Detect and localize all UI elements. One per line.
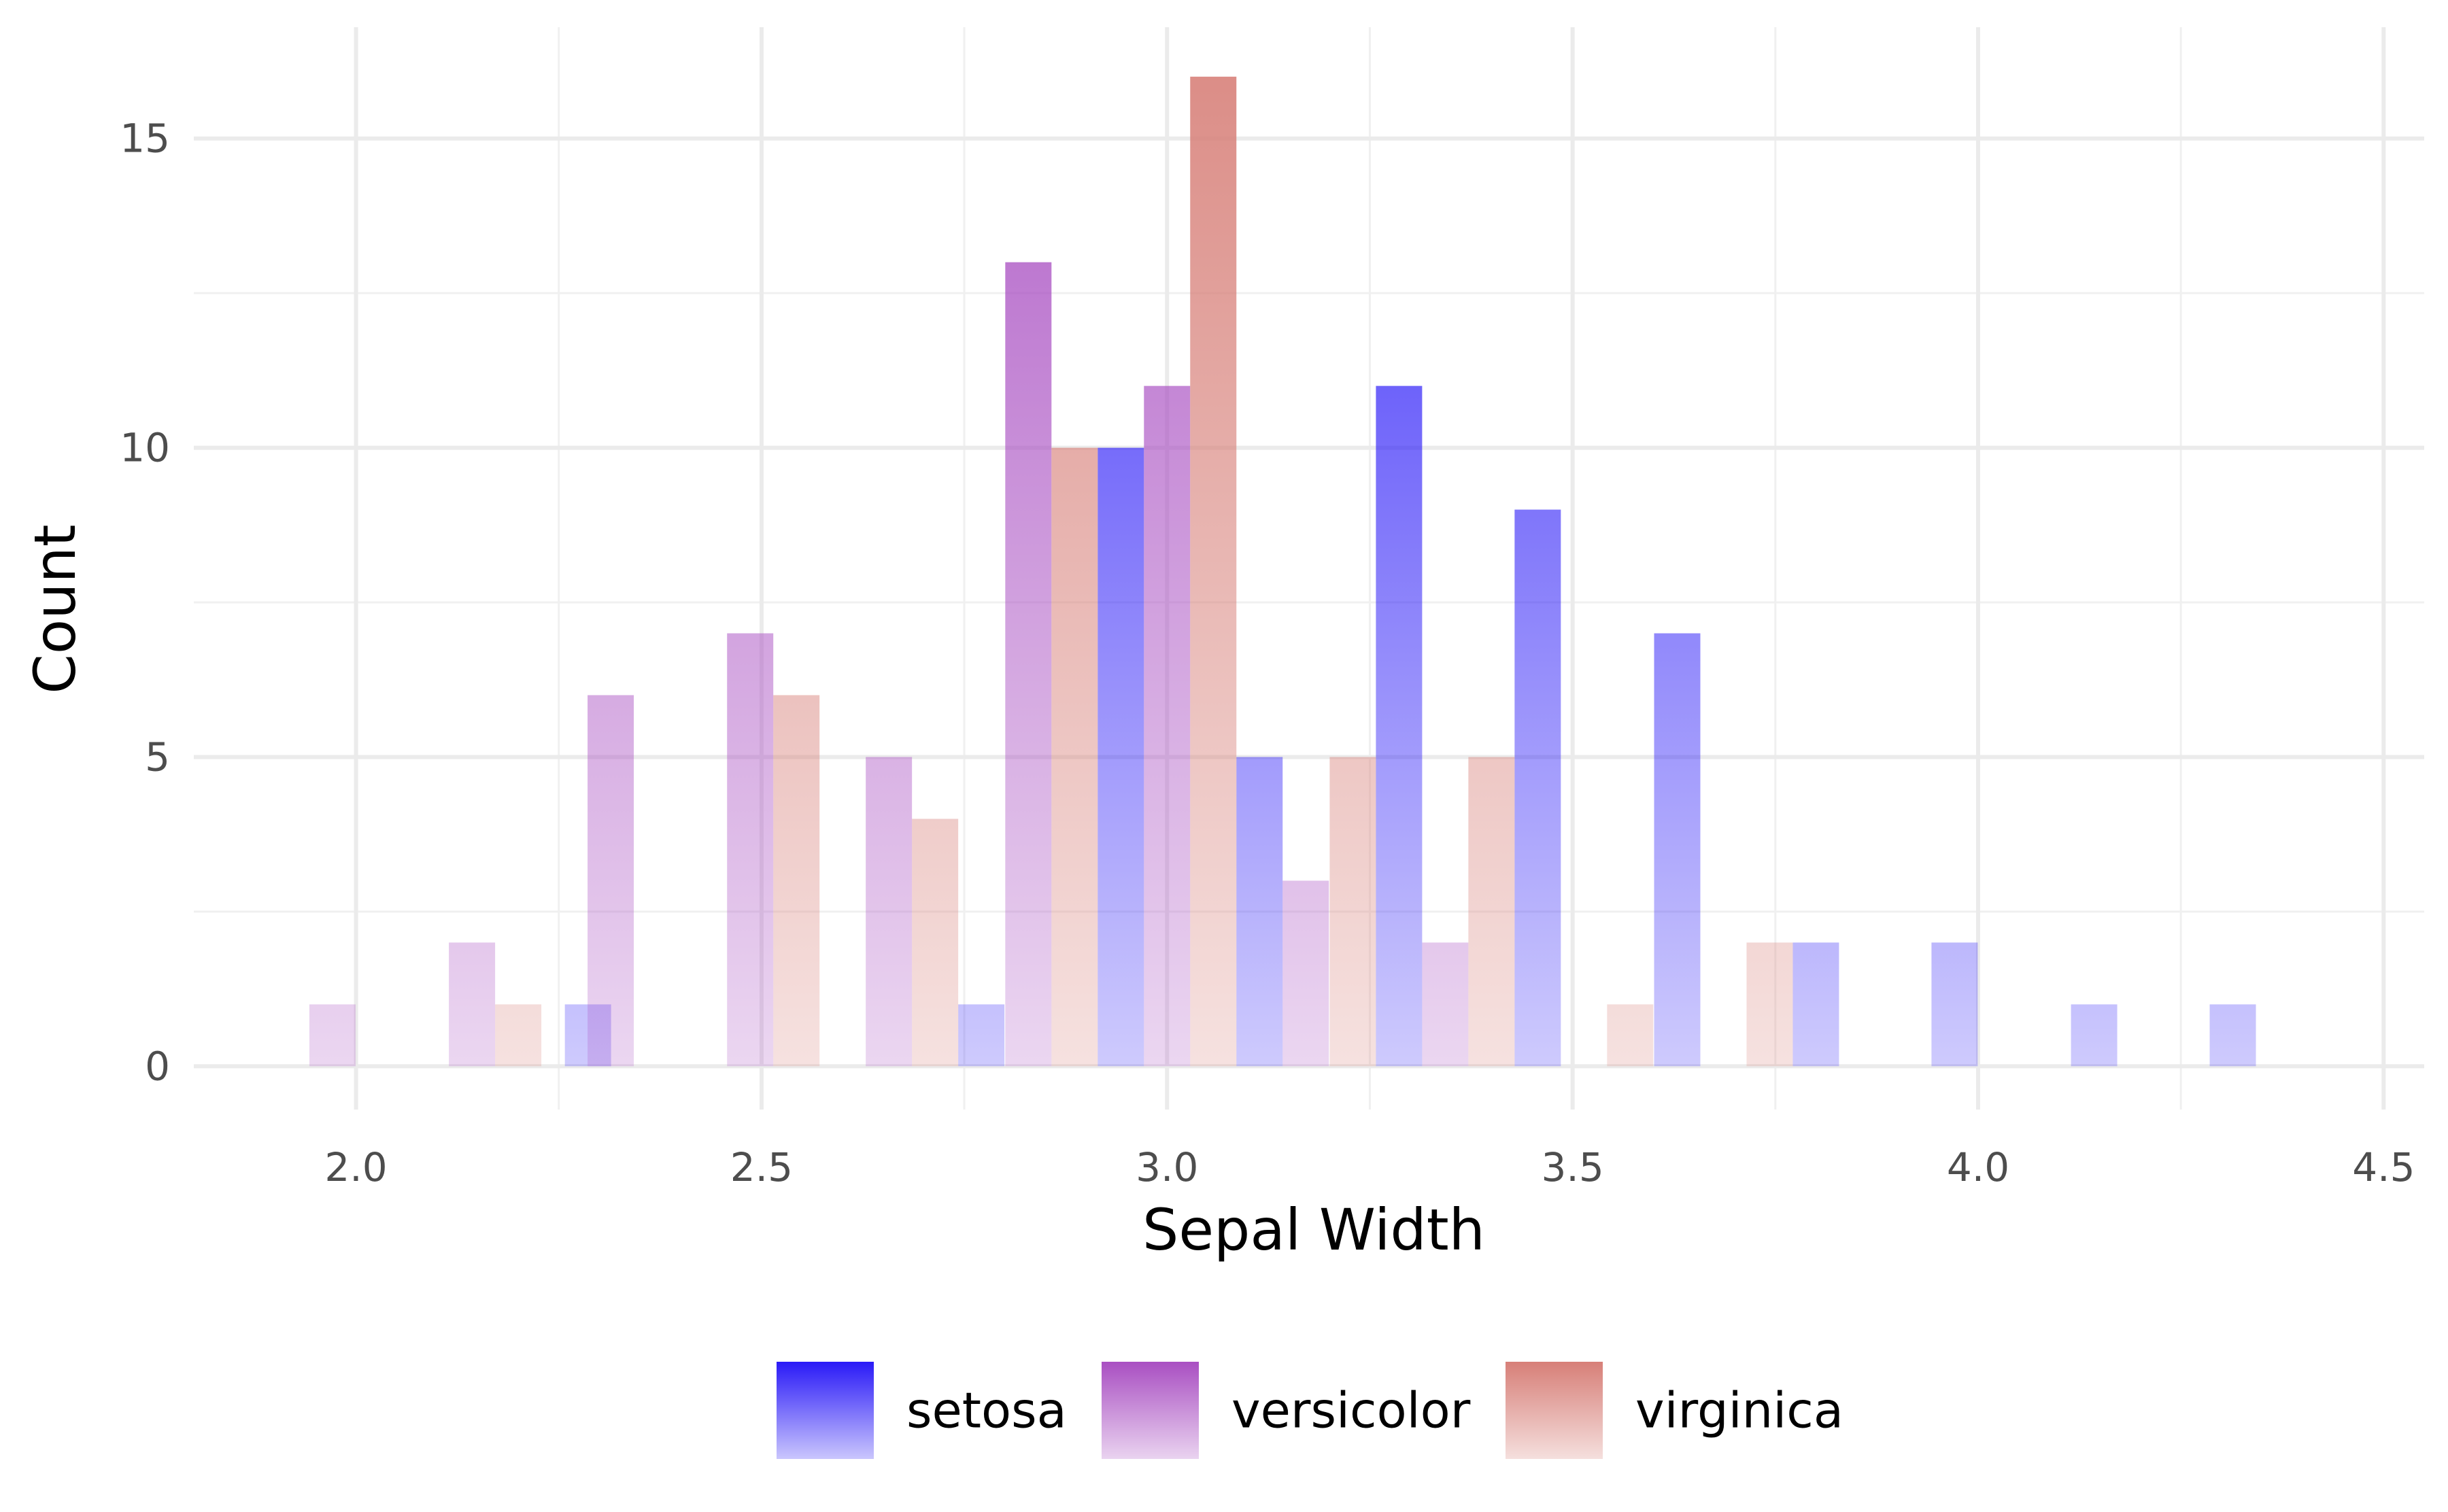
bar-versicolor (449, 942, 496, 1067)
bar-virginica (1746, 942, 1793, 1067)
legend-label-setosa: setosa (906, 1382, 1067, 1439)
bar-virginica (495, 1004, 542, 1067)
bar-virginica (773, 695, 820, 1067)
x-tick-label: 2.0 (324, 1144, 387, 1190)
y-tick-label: 0 (145, 1043, 170, 1089)
bar-virginica (1607, 1004, 1654, 1067)
x-tick-label: 4.5 (2352, 1144, 2415, 1190)
legend: setosa versicolor virginica (777, 1362, 1843, 1459)
x-tick-label: 4.0 (1947, 1144, 2009, 1190)
bar-versicolor (1422, 942, 1469, 1067)
bar-setosa (2209, 1004, 2256, 1067)
x-axis-tick-labels: 2.0 2.5 3.0 3.5 4.0 4.5 (324, 1144, 2415, 1190)
bar-versicolor (1005, 262, 1052, 1067)
y-tick-label: 15 (120, 116, 170, 162)
legend-label-versicolor: versicolor (1231, 1382, 1471, 1439)
x-tick-label: 3.5 (1542, 1144, 1604, 1190)
bar-versicolor (866, 757, 913, 1067)
y-axis-tick-labels: 0 5 10 15 (120, 116, 170, 1090)
legend-key-setosa (777, 1362, 874, 1459)
bar-setosa (1514, 509, 1561, 1067)
legend-label-virginica: virginica (1635, 1382, 1843, 1439)
legend-key-virginica (1506, 1362, 1603, 1459)
bar-versicolor (309, 1004, 356, 1067)
bar-versicolor (1282, 880, 1329, 1067)
bar-setosa (1098, 447, 1144, 1067)
x-tick-label: 3.0 (1136, 1144, 1198, 1190)
bar-setosa (1236, 757, 1283, 1067)
bar-versicolor (588, 695, 634, 1067)
bar-setosa (1376, 385, 1423, 1067)
y-tick-label: 10 (120, 425, 170, 471)
bar-setosa (1654, 633, 1701, 1067)
bar-versicolor (727, 633, 774, 1067)
bar-setosa (2071, 1004, 2118, 1067)
bar-setosa (1792, 942, 1839, 1067)
bar-setosa (958, 1004, 1005, 1067)
bar-setosa (1931, 942, 1978, 1067)
major-gridlines (194, 27, 2424, 1110)
legend-key-versicolor (1102, 1362, 1199, 1459)
bar-virginica (1468, 757, 1515, 1067)
bar-virginica (1329, 757, 1376, 1067)
x-tick-label: 2.5 (730, 1144, 793, 1190)
y-axis-title: Count (22, 524, 88, 693)
x-axis-title: Sepal Width (1142, 1197, 1485, 1263)
y-tick-label: 5 (145, 734, 170, 780)
bar-virginica (912, 819, 959, 1067)
bar-virginica (1051, 447, 1098, 1067)
bar-virginica (1190, 76, 1237, 1067)
bar-versicolor (1144, 385, 1191, 1067)
bars-layer (309, 76, 2256, 1067)
